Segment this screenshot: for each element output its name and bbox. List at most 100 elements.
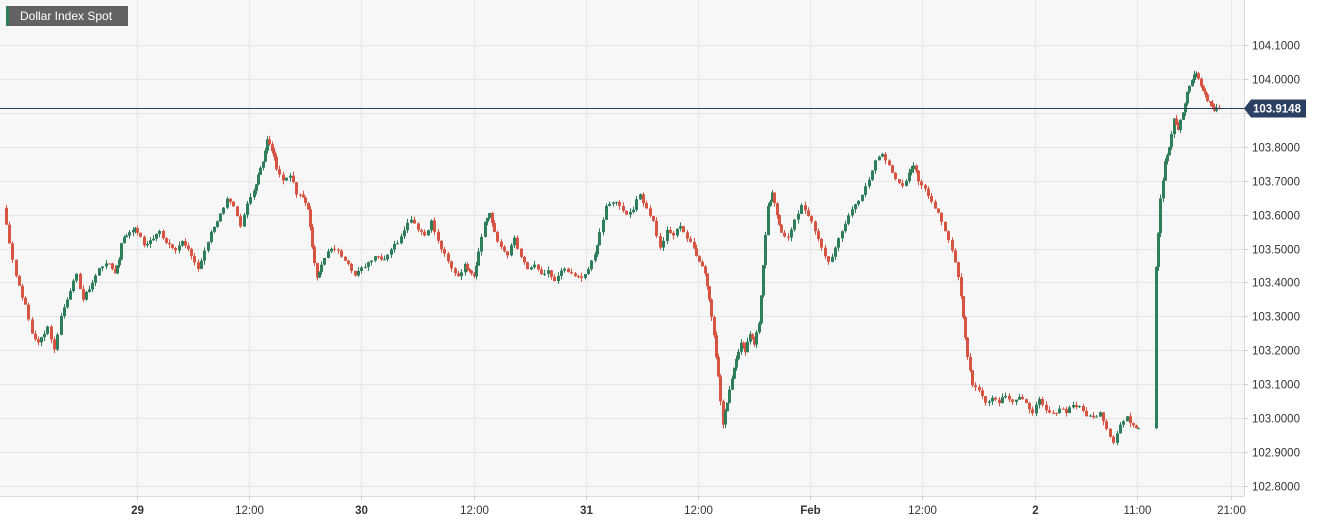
candle: [295, 181, 298, 198]
candle: [679, 222, 682, 232]
candle: [114, 265, 117, 274]
candle: [1011, 398, 1014, 405]
candle: [666, 226, 669, 245]
candle: [704, 265, 707, 277]
candle: [1035, 401, 1038, 416]
candle: [971, 369, 974, 388]
candle: [1065, 406, 1068, 417]
candle: [486, 217, 489, 226]
candle: [937, 208, 940, 214]
candle: [323, 257, 326, 266]
candle: [767, 202, 770, 236]
candle: [266, 136, 269, 154]
candle: [530, 266, 533, 271]
candle: [219, 213, 222, 222]
candle: [320, 261, 323, 275]
candle: [440, 240, 443, 253]
candle: [1112, 435, 1115, 444]
candle: [393, 240, 396, 253]
candle: [37, 336, 40, 346]
candle: [570, 268, 573, 275]
candle: [34, 330, 37, 342]
candle: [178, 241, 181, 254]
candle: [1170, 130, 1173, 150]
candle: [605, 203, 608, 221]
candle: [243, 212, 246, 227]
candle: [940, 212, 943, 226]
candle: [1075, 401, 1078, 410]
candle: [513, 235, 516, 248]
candle: [618, 200, 621, 210]
candle: [898, 178, 901, 184]
candle: [403, 226, 406, 239]
candle: [468, 267, 471, 273]
candle: [557, 272, 560, 284]
candle: [271, 141, 274, 154]
candle: [764, 231, 767, 269]
candle: [1202, 84, 1205, 92]
candle: [639, 193, 642, 201]
candle: [15, 259, 18, 278]
candle: [1200, 77, 1203, 89]
candle: [1055, 412, 1058, 417]
candle: [101, 266, 104, 272]
candle: [1175, 115, 1178, 126]
candle: [682, 225, 685, 233]
candle: [787, 233, 790, 241]
candle: [827, 255, 830, 265]
candle: [350, 262, 353, 274]
candle: [1021, 394, 1024, 400]
candle: [500, 239, 503, 250]
candle: [1184, 102, 1187, 116]
candle: [285, 177, 288, 181]
candle: [75, 273, 78, 283]
candle: [1135, 424, 1138, 429]
candle: [841, 230, 844, 243]
candle: [969, 353, 972, 373]
candle: [91, 279, 94, 292]
candle: [88, 285, 91, 293]
candle: [450, 260, 453, 272]
candle: [239, 213, 242, 228]
candle: [216, 220, 219, 228]
candle: [333, 245, 336, 252]
x-tick-label: Feb: [800, 505, 820, 517]
candle: [488, 212, 491, 220]
candle: [894, 172, 897, 181]
candle: [962, 296, 965, 320]
candle: [475, 261, 478, 280]
candle: [457, 271, 460, 277]
candle: [139, 232, 142, 238]
candle: [27, 302, 30, 322]
last-price-label: 103.9148: [1244, 99, 1306, 118]
candle: [430, 219, 433, 233]
candle: [868, 176, 871, 189]
candle: [253, 188, 256, 200]
candle: [635, 196, 638, 212]
candle: [706, 273, 709, 290]
candle: [854, 203, 857, 213]
candle: [1195, 71, 1198, 78]
candle: [944, 221, 947, 232]
x-tick-label: 31: [580, 505, 593, 517]
candle: [364, 263, 367, 269]
candle: [1015, 399, 1018, 406]
candle: [831, 253, 834, 263]
candle: [719, 373, 722, 406]
y-tick-label: 102.9000: [1252, 448, 1300, 460]
candle: [299, 193, 302, 198]
candle: [861, 194, 864, 202]
candle: [1078, 405, 1081, 409]
candle: [742, 341, 745, 349]
candle: [108, 263, 111, 265]
candle: [1129, 412, 1132, 428]
candle: [337, 247, 340, 254]
candle: [1099, 411, 1102, 417]
candle: [40, 336, 43, 347]
candle: [289, 173, 292, 182]
candle: [118, 257, 121, 268]
candle: [910, 166, 913, 176]
candle: [878, 155, 881, 161]
candle: [981, 387, 984, 400]
